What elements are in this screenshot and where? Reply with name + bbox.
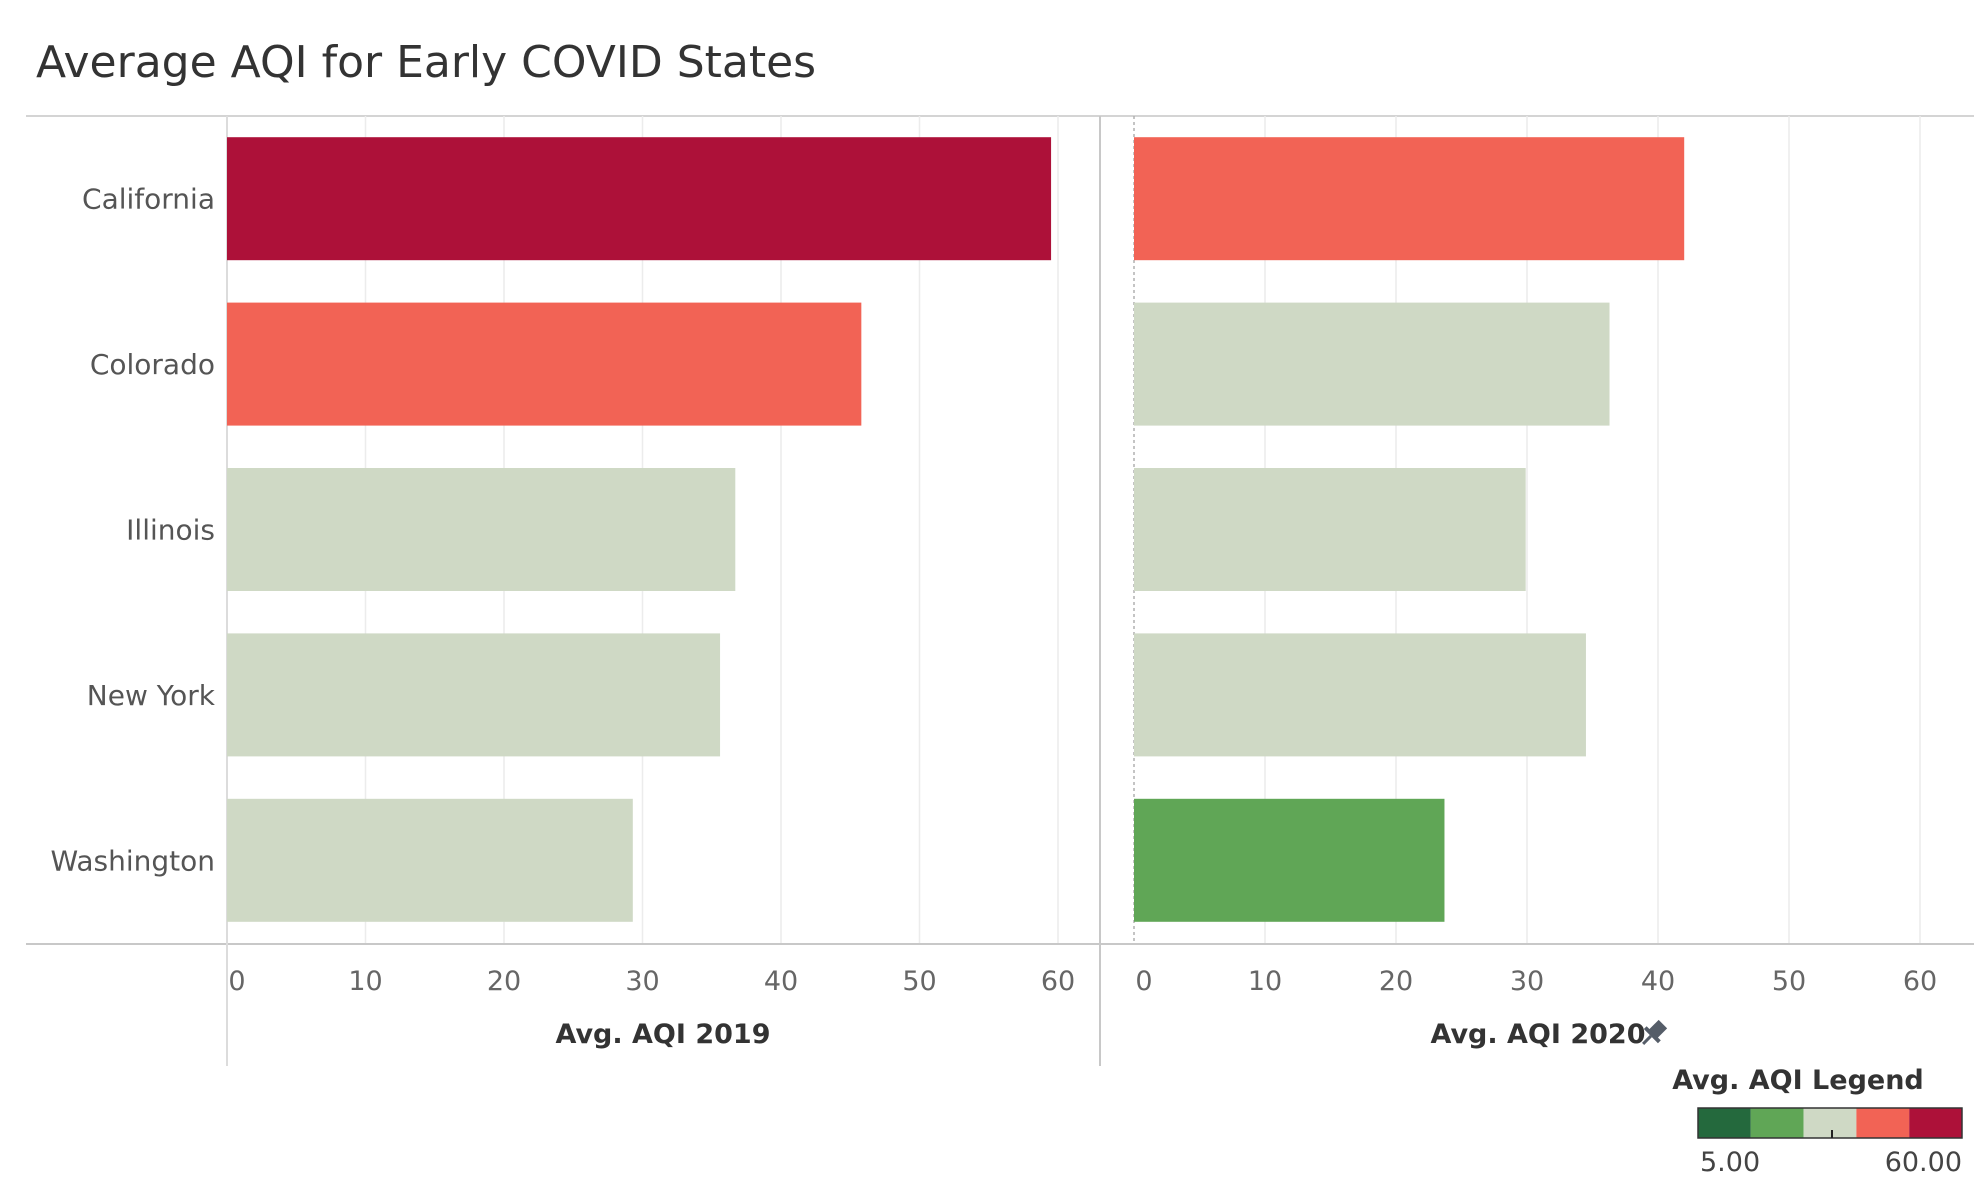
legend-swatch [1909,1108,1962,1138]
axis-title: Avg. AQI 2019 [556,1019,771,1050]
legend-max-label: 60.00 [1885,1147,1962,1178]
tick-label: 10 [1248,966,1282,997]
category-label: Colorado [90,348,215,381]
panel-2: 0 10 20 30 40 50 60 Avg. AQI 2020 [1133,116,1937,1051]
legend-min-label: 5.00 [1700,1147,1760,1178]
tick-label: 50 [1772,966,1806,997]
legend-swatch [1698,1108,1751,1138]
tick-label: 0 [1135,966,1152,997]
tick-label: 60 [1041,966,1075,997]
tick-label: 30 [625,966,659,997]
bar-california[interactable] [227,137,1052,261]
tick-label: 50 [902,966,936,997]
legend-border [1697,1107,1963,1139]
chart-title: Average AQI for Early COVID States [36,37,816,88]
bar-illinois[interactable] [227,468,736,591]
bar-washington[interactable] [1134,798,1445,922]
tick-label: 20 [487,966,521,997]
category-label: Illinois [126,514,215,547]
category-labels: California Colorado Illinois New York Washin… [50,183,215,878]
bar-new-york[interactable] [227,633,721,757]
pin-icon[interactable] [1636,1017,1670,1051]
tick-label: 60 [1903,966,1937,997]
tick-label: 0 [228,966,245,997]
category-label: Washington [50,844,215,877]
bar-colorado[interactable] [227,302,862,426]
legend-swatch [1856,1108,1910,1138]
color-legend: Avg. AQI Legend 5.00 60.00 [1672,1065,1963,1178]
bar-illinois[interactable] [1134,468,1526,591]
axis-title: Avg. AQI 2020 [1431,1019,1646,1050]
tick-label: 20 [1379,966,1413,997]
bar-colorado[interactable] [1134,302,1610,426]
tick-label: 40 [764,966,798,997]
tick-label: 10 [348,966,382,997]
legend-swatch [1803,1108,1857,1138]
panel-1: 0 10 20 30 40 50 60 Avg. AQI 2019 [226,116,1075,1050]
category-label: New York [87,679,216,712]
tick-label: 30 [1510,966,1544,997]
bar-new-york[interactable] [1134,633,1586,757]
chart-panels: 0 10 20 30 40 50 60 Avg. AQI 2019 0 10 20 30 40 50 60 A… [226,116,1937,1051]
bar-washington[interactable] [227,798,633,922]
category-label: California [82,183,215,216]
legend-title: Avg. AQI Legend [1672,1065,1924,1096]
legend-swatch [1750,1108,1804,1138]
bar-california[interactable] [1134,137,1685,261]
tick-label: 40 [1641,966,1675,997]
